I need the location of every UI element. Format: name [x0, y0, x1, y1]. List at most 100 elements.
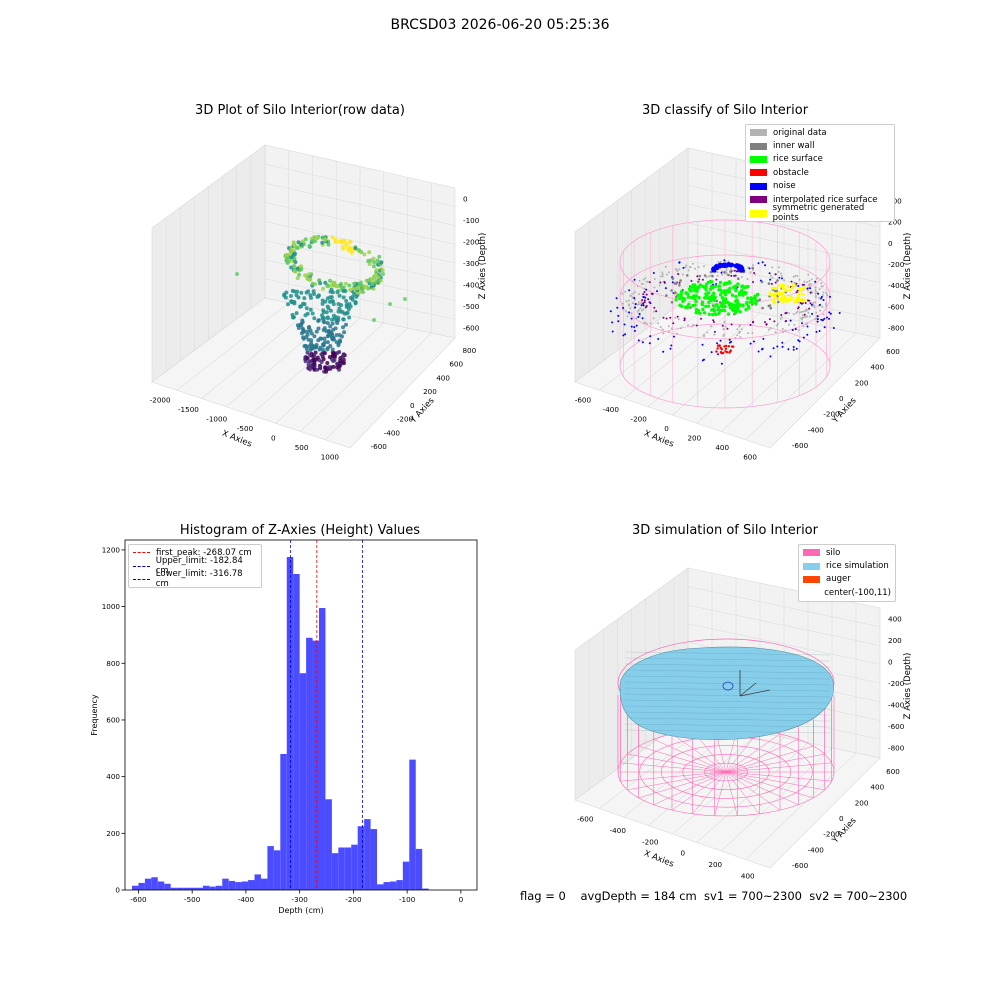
original-point	[721, 273, 724, 276]
noise-point	[633, 329, 636, 332]
noise-point	[703, 358, 705, 361]
original-point	[642, 308, 645, 311]
original-point	[776, 323, 779, 326]
histogram-bar	[267, 846, 274, 890]
original-point	[641, 309, 643, 312]
data-point	[371, 264, 376, 269]
legend-label: interpolated rice surface	[773, 194, 878, 205]
y-tick-label: 1000	[102, 602, 121, 611]
inner-wall-point	[768, 304, 772, 307]
z-axis-tick: -100	[463, 216, 480, 225]
data-point	[331, 313, 336, 318]
original-point	[691, 262, 694, 265]
noise-point	[624, 333, 627, 336]
noise-point	[816, 318, 819, 321]
noise-point	[641, 317, 644, 320]
data-point	[342, 361, 346, 366]
data-point	[354, 294, 359, 299]
grid-line	[325, 332, 432, 440]
data-point	[302, 296, 307, 301]
histogram-bar	[254, 874, 261, 890]
data-point	[291, 242, 296, 247]
x-axis-tick: 200	[687, 433, 701, 442]
center-marker	[722, 681, 734, 691]
noise-point	[776, 345, 779, 348]
data-point	[374, 268, 379, 272]
x-tick-label: -600	[130, 895, 147, 904]
data-point	[378, 278, 383, 283]
original-point	[691, 325, 694, 328]
y-tick-label: 0	[115, 886, 120, 895]
histogram-bar	[409, 759, 416, 890]
rice-surface-point	[674, 298, 678, 302]
interpolated-point	[753, 272, 756, 274]
y-tick-label: 400	[106, 772, 120, 781]
original-point	[716, 274, 719, 277]
data-point	[322, 340, 327, 345]
symmetric-point	[788, 298, 792, 302]
symmetric-point	[783, 294, 787, 298]
z-axis-label: Z Axies (Depth)	[903, 653, 913, 720]
y-axis-tick: -200	[397, 415, 414, 424]
z-axis-tick: 200	[888, 218, 902, 227]
noise-point	[622, 334, 625, 337]
interpolated-point	[809, 291, 812, 294]
rice-surface-point	[679, 295, 683, 299]
data-point	[343, 281, 348, 286]
interpolated-point	[726, 327, 729, 330]
data-point	[325, 321, 330, 326]
noise-point	[673, 335, 675, 338]
x-axis-label: X Axies	[642, 849, 675, 870]
silo-floor-spoke	[725, 771, 832, 782]
data-point	[341, 285, 346, 290]
data-point	[322, 320, 327, 325]
data-point	[321, 308, 326, 313]
data-point	[320, 298, 325, 303]
noise-point	[662, 350, 665, 353]
x-axis-tick: 1000	[321, 452, 340, 461]
silo-floor-spoke	[627, 753, 727, 773]
silo-floor-spoke	[725, 771, 781, 811]
noise-point	[671, 281, 674, 284]
z-axis-label: Z Axies (Depth)	[478, 233, 488, 300]
obstacle-point	[723, 345, 726, 348]
x-tick-label: -400	[238, 895, 255, 904]
interpolated-point	[768, 318, 771, 321]
noise-point	[657, 338, 660, 340]
original-point	[792, 313, 795, 316]
obstacle-point	[729, 349, 732, 352]
rice-surface-point	[684, 291, 688, 295]
noise-point	[730, 340, 733, 343]
original-point	[783, 279, 786, 282]
data-point	[350, 295, 355, 300]
noise-point	[748, 267, 751, 270]
symmetric-point	[783, 287, 787, 291]
noise-point	[740, 267, 744, 271]
inner-wall-point	[670, 289, 673, 292]
histogram-bar	[151, 877, 158, 890]
obstacle-point	[728, 351, 731, 354]
obstacle-point	[727, 345, 730, 348]
rice-surface-point	[685, 305, 690, 310]
original-point	[807, 311, 810, 314]
data-point	[295, 266, 300, 271]
legend-label: obstacle	[773, 167, 809, 178]
classified-points	[609, 219, 841, 409]
histogram-legend-item: first_peak: -268.07 cm	[129, 546, 261, 559]
noise-point	[609, 310, 612, 313]
obstacle-point	[725, 344, 728, 348]
original-point	[820, 282, 823, 285]
noise-point	[811, 312, 814, 315]
interpolated-point	[713, 330, 716, 333]
z-axis-tick: 400	[888, 615, 902, 624]
legend-label: inner wall	[773, 141, 815, 152]
noise-point	[611, 330, 614, 333]
interpolated-point	[700, 317, 702, 320]
data-point	[341, 295, 346, 300]
data-point	[318, 364, 323, 369]
data-point	[312, 360, 317, 365]
y-axis-tick: 0	[839, 814, 844, 823]
data-point	[351, 286, 356, 291]
data-point	[294, 311, 299, 316]
original-point	[675, 268, 678, 271]
